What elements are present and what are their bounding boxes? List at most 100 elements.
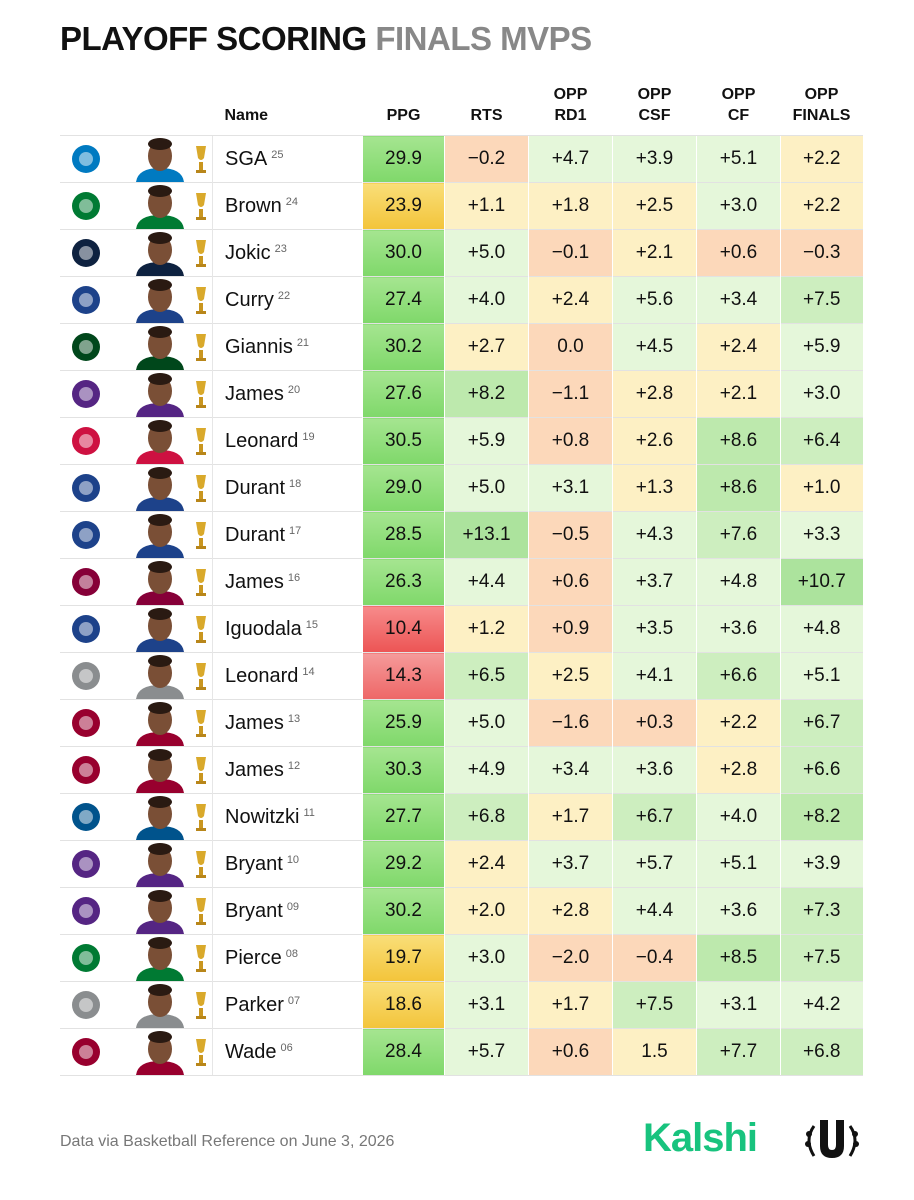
icon	[136, 890, 184, 934]
stat-cell: +6.7	[612, 793, 697, 841]
season-year: 10	[286, 853, 300, 866]
icon	[72, 991, 100, 1019]
image-cell	[190, 182, 213, 230]
name-text: Giannis	[225, 335, 293, 358]
icon	[72, 380, 100, 408]
image-cell	[130, 887, 190, 935]
ppg-cell: 26.3	[362, 558, 445, 606]
icon	[196, 992, 206, 1019]
stat-cell: +0.3	[612, 699, 697, 747]
image-cell	[60, 981, 130, 1029]
stat-cell: +5.9	[444, 417, 529, 465]
ppg-cell: 28.5	[362, 511, 445, 559]
stat-cell: +2.2	[780, 135, 863, 183]
stat-cell: +4.0	[444, 276, 529, 324]
player-name: Nowitzki 11	[212, 793, 363, 841]
player-name: Bryant 09	[212, 887, 363, 935]
image-cell	[60, 793, 130, 841]
season-year: 24	[285, 195, 298, 208]
stat-cell: +6.7	[780, 699, 863, 747]
stat-cell: +7.6	[696, 511, 781, 559]
image-cell	[130, 793, 190, 841]
stat-cell: +0.6	[528, 558, 613, 606]
icon	[72, 239, 100, 267]
stat-cell: +2.5	[612, 182, 697, 230]
stat-cell: +0.9	[528, 605, 613, 653]
icon	[196, 428, 206, 455]
name-text: James	[225, 382, 284, 405]
ppg-cell: 27.4	[362, 276, 445, 324]
name-text: Nowitzki	[225, 805, 300, 828]
stat-cell: +3.0	[696, 182, 781, 230]
header-line: OPP	[553, 86, 588, 103]
brand-logo: Kalshi	[643, 1116, 758, 1160]
player-row: Curry 22 27.4 +4.0 +2.4 +5.6 +3.4 +7.5	[60, 276, 863, 324]
icon	[196, 287, 206, 314]
header-line: RTS	[470, 107, 503, 124]
player-row: Nowitzki 11 27.7 +6.8 +1.7 +6.7 +4.0 +8.2	[60, 793, 863, 841]
image-cell	[60, 558, 130, 606]
icon	[72, 145, 100, 173]
laurel-icon	[805, 1120, 859, 1158]
stat-cell: −1.1	[528, 370, 613, 418]
stat-cell: +0.6	[696, 229, 781, 277]
image-cell	[190, 464, 213, 512]
header-line: RD1	[554, 107, 587, 124]
player-name: Pierce 08	[212, 934, 363, 982]
name-text: Parker	[225, 993, 284, 1016]
stat-cell: +4.4	[444, 558, 529, 606]
stat-cell: +7.3	[780, 887, 863, 935]
image-cell	[60, 276, 130, 324]
name-text: Brown	[225, 194, 282, 217]
player-row: Iguodala 15 10.4 +1.2 +0.9 +3.5 +3.6 +4.8	[60, 605, 863, 653]
image-cell	[190, 746, 213, 794]
header-line: OPP	[721, 86, 756, 103]
stat-cell: +7.7	[696, 1028, 781, 1076]
stat-cell: +4.1	[612, 652, 697, 700]
player-row: Pierce 08 19.7 +3.0 −2.0 −0.4 +8.5 +7.5	[60, 934, 863, 982]
image-cell	[130, 652, 190, 700]
stat-cell: +4.0	[696, 793, 781, 841]
season-year: 17	[289, 524, 302, 537]
icon	[136, 749, 184, 793]
stat-cell: +8.2	[444, 370, 529, 418]
stat-cell: +3.6	[612, 746, 697, 794]
icon	[136, 467, 184, 511]
icon	[196, 193, 206, 220]
stat-cell: +6.8	[444, 793, 529, 841]
image-cell	[60, 464, 130, 512]
ppg-cell: 19.7	[362, 934, 445, 982]
icon	[196, 522, 206, 549]
stat-cell: +7.5	[612, 981, 697, 1029]
player-name: Jokic 23	[212, 229, 363, 277]
image-cell	[130, 182, 190, 230]
image-cell	[130, 417, 190, 465]
stat-cell: +2.4	[696, 323, 781, 371]
icon	[136, 702, 184, 746]
stat-cell: +3.6	[696, 887, 781, 935]
season-year: 18	[289, 477, 302, 490]
stat-cell: +2.7	[444, 323, 529, 371]
column-header: RTS	[445, 84, 529, 136]
stat-cell: +13.1	[444, 511, 529, 559]
icon	[136, 984, 184, 1028]
player-row: Leonard 19 30.5 +5.9 +0.8 +2.6 +8.6 +6.4	[60, 417, 863, 465]
icon	[72, 615, 100, 643]
icon	[72, 850, 100, 878]
stat-cell: +2.5	[528, 652, 613, 700]
stat-cell: +3.6	[696, 605, 781, 653]
ppg-cell: 28.4	[362, 1028, 445, 1076]
image-cell	[60, 887, 130, 935]
name-text: James	[225, 711, 284, 734]
stat-cell: +1.3	[612, 464, 697, 512]
icon	[72, 192, 100, 220]
stat-cell: +3.0	[444, 934, 529, 982]
stat-cell: +5.1	[696, 135, 781, 183]
icon	[72, 756, 100, 784]
ppg-cell: 18.6	[362, 981, 445, 1029]
image-cell	[60, 934, 130, 982]
player-row: James 16 26.3 +4.4 +0.6 +3.7 +4.8 +10.7	[60, 558, 863, 606]
title-main: PLAYOFF SCORING	[60, 20, 367, 57]
image-cell	[130, 746, 190, 794]
icon	[196, 146, 206, 173]
